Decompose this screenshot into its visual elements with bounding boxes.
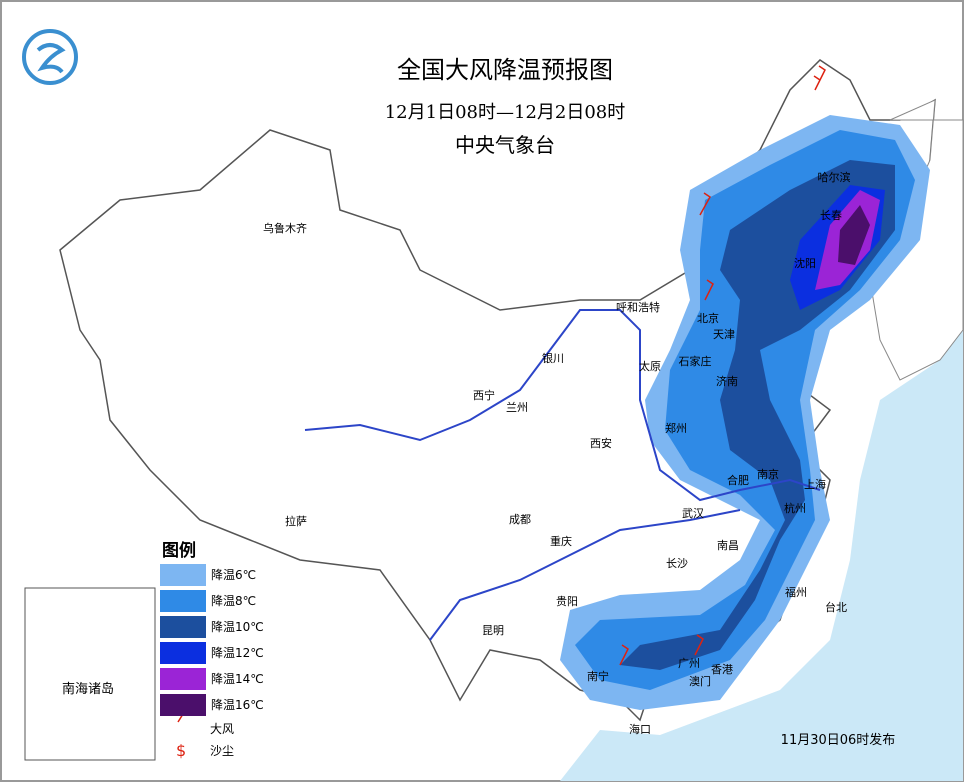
city-label: 南京 (757, 467, 779, 481)
city-label: 天津 (713, 328, 735, 341)
issued: 11月30日06时发布 (781, 732, 896, 748)
city-label: 台北 (825, 600, 847, 614)
city-label: 南宁 (587, 669, 609, 683)
city-label: 太原 (639, 360, 661, 373)
legend-label: 降温16℃ (211, 698, 264, 712)
legend-swatch (160, 694, 206, 716)
city-label: 长沙 (666, 557, 688, 570)
city-label: 广州 (678, 657, 700, 670)
inset-label: 南海诸岛 (62, 681, 114, 697)
city-label: 呼和浩特 (616, 300, 660, 314)
city-label: 北京 (697, 311, 719, 325)
legend-swatch (160, 642, 206, 664)
issuer: 中央气象台 (455, 133, 555, 157)
city-label: 乌鲁木齐 (263, 221, 307, 235)
city-label: 武汉 (682, 507, 704, 520)
period: 12月1日08时—12月2日08时 (385, 102, 626, 123)
legend-label: 降温6℃ (211, 568, 256, 582)
city-label: 银川 (542, 351, 564, 365)
city-label: 济南 (716, 374, 738, 388)
legend-title: 图例 (162, 540, 196, 561)
logo-mark (36, 43, 66, 74)
legend-wind: 大风 (210, 722, 234, 736)
city-label: 香港 (711, 663, 733, 676)
zone (838, 205, 870, 265)
city-label: 西宁 (473, 388, 495, 402)
city-label: 上海 (804, 477, 826, 491)
legend-swatch (160, 564, 206, 586)
city-label: 拉萨 (285, 514, 307, 528)
title: 全国大风降温预报图 (397, 56, 613, 84)
legend-swatch (160, 616, 206, 638)
dust-symbol: $ (176, 741, 186, 760)
city-label: 石家庄 (679, 354, 712, 368)
city-label: 昆明 (482, 624, 504, 637)
city-label: 沈阳 (794, 256, 816, 270)
city-label: 合肥 (727, 473, 749, 487)
city-label: 重庆 (550, 534, 572, 548)
inset-box (24, 587, 156, 761)
legend-swatch (160, 590, 206, 612)
legend-label: 降温12℃ (211, 646, 264, 660)
city-label: 杭州 (784, 501, 806, 515)
city-label: 海口 (629, 722, 651, 736)
cooling-zones (560, 115, 930, 710)
city-label: 福州 (785, 585, 807, 599)
cities: 乌鲁木齐拉萨西宁兰州银川呼和浩特北京天津太原 石家庄济南郑州西安成都重庆武汉合肥南… (263, 170, 851, 736)
ocean (560, 330, 963, 781)
city-label: 南昌 (717, 539, 739, 552)
legend: 降温6℃ 降温8℃ 降温10℃ 降温12℃ 降温14℃ 降温16℃ (160, 564, 264, 716)
legend-swatch (160, 668, 206, 690)
city-label: 成都 (509, 513, 531, 526)
legend-dust: 沙尘 (210, 744, 234, 758)
city-label: 兰州 (506, 401, 528, 414)
city-label: 长春 (820, 209, 842, 222)
city-label: 哈尔滨 (818, 170, 851, 184)
city-label: 澳门 (689, 674, 711, 688)
city-label: 贵阳 (556, 595, 578, 608)
rivers (304, 309, 821, 641)
legend-label: 降温10℃ (211, 620, 264, 634)
legend-label: 降温14℃ (211, 672, 264, 686)
city-label: 西安 (590, 436, 612, 450)
legend-label: 降温8℃ (211, 594, 256, 608)
city-label: 郑州 (665, 421, 687, 435)
